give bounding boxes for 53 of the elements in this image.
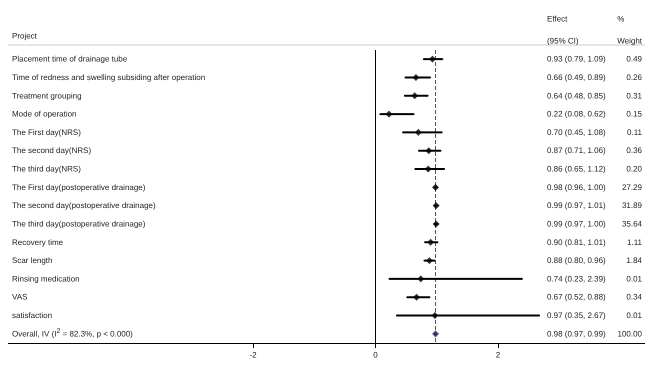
y-tick-label: VAS — [12, 292, 28, 302]
annotation: 0.66 (0.49, 0.89) — [547, 72, 606, 82]
annotation: 0.15 — [626, 110, 643, 119]
annotation: 0.36 — [626, 146, 643, 156]
x-tick-label: 0 — [373, 350, 378, 360]
y-axis-title: Project — [12, 32, 38, 40]
x-tick-label: -2 — [249, 350, 258, 360]
annotation: 0.97 (0.35, 2.67) — [547, 311, 606, 320]
annotation: 0.22 (0.08, 0.62) — [547, 110, 606, 119]
y-tick-label: Recovery time — [12, 238, 64, 247]
annotation: 0.01 — [626, 311, 643, 320]
annotation: 0.26 — [626, 72, 643, 82]
annotation: 0.20 — [626, 164, 643, 174]
annotation: 1.11 — [627, 238, 643, 247]
y-tick-label: Treatment grouping — [12, 91, 82, 100]
y-tick-label: Time of redness and swelling subsiding after operation — [12, 72, 206, 82]
annotation: 0.98 (0.96, 1.00) — [547, 182, 606, 192]
y-tick-label: Scar length — [12, 256, 52, 266]
annotation: 0.49 — [626, 54, 643, 64]
y-tick-label: Rinsing medication — [12, 274, 80, 284]
annotation: 0.99 (0.97, 1.00) — [547, 219, 606, 228]
annotation: 0.34 — [626, 292, 643, 302]
annotation: 0.98 (0.97, 0.99) — [547, 329, 606, 338]
y-tick-label: satisfaction — [12, 311, 52, 320]
y-tick-label: The First day(NRS) — [12, 128, 82, 137]
x-tick-label: 2 — [496, 350, 501, 360]
text: % Weight — [617, 14, 642, 46]
text: Effect (95% CI) — [547, 14, 579, 46]
annotation: 35.64 — [622, 219, 643, 228]
y-tick-label: The third day(postoperative drainage) — [12, 219, 146, 228]
annotation: 0.99 (0.97, 1.01) — [547, 201, 606, 210]
annotation: 27.29 — [622, 182, 643, 192]
annotation: 0.88 (0.80, 0.96) — [547, 256, 606, 266]
annotation: 0.67 (0.52, 0.88) — [547, 292, 606, 302]
annotation: 0.11 — [627, 128, 643, 137]
annotation: 0.31 — [626, 91, 643, 100]
annotation: 0.74 (0.23, 2.39) — [547, 274, 606, 284]
annotation: 0.87 (0.71, 1.06) — [547, 146, 606, 156]
annotation: 0.01 — [626, 274, 643, 284]
y-tick-label: The third day(NRS) — [12, 164, 82, 174]
annotation: 1.84 — [626, 256, 643, 266]
y-tick-label: The First day(postoperative drainage) — [12, 182, 146, 192]
y-tick-label: Placement time of drainage tube — [12, 54, 128, 64]
annotation: 100.00 — [618, 329, 643, 338]
y-tick-label: Mode of operation — [12, 110, 76, 119]
annotation: 0.90 (0.81, 1.01) — [547, 238, 606, 247]
annotation: 0.64 (0.48, 0.85) — [547, 91, 606, 100]
annotation: 0.70 (0.45, 1.08) — [547, 128, 606, 137]
annotation: 31.89 — [622, 201, 643, 210]
y-tick-label: The second day(postoperative drainage) — [12, 201, 156, 210]
y-tick-label: The second day(NRS) — [12, 146, 92, 156]
annotation: 0.93 (0.79, 1.09) — [547, 54, 606, 64]
annotation: 0.86 (0.65, 1.12) — [547, 164, 606, 174]
